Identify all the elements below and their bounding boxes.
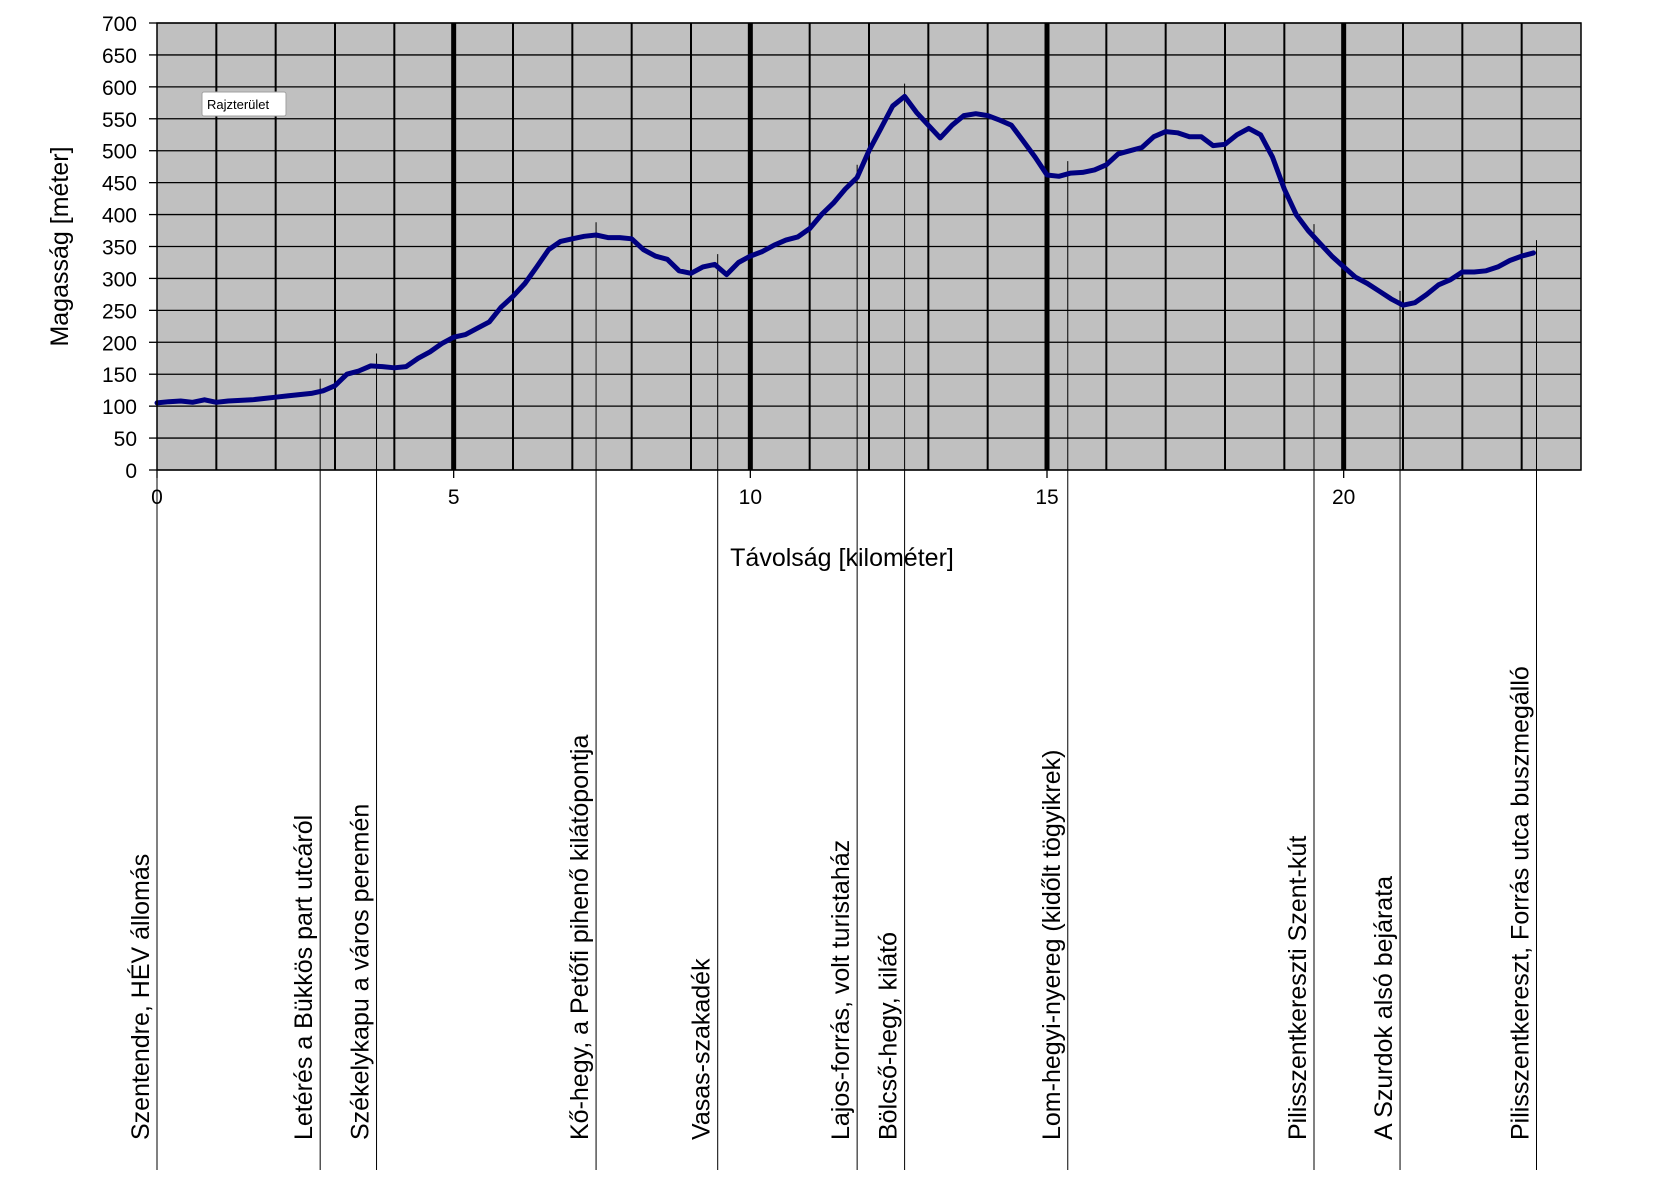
y-tick-label: 550 bbox=[102, 109, 137, 132]
y-tick-label: 150 bbox=[102, 364, 137, 387]
y-tick-label: 50 bbox=[114, 428, 137, 451]
x-tick-label: 15 bbox=[1035, 486, 1058, 509]
y-tick-label: 500 bbox=[102, 141, 137, 164]
plot-border bbox=[156, 22, 1582, 471]
elevation-line bbox=[154, 93, 1536, 406]
y-tick-label: 0 bbox=[125, 460, 137, 483]
y-tick-label: 300 bbox=[102, 268, 137, 291]
y-axis-label: Magasság [méter] bbox=[46, 146, 74, 346]
tooltip-text: Rajzterület bbox=[207, 97, 270, 112]
waypoint-label: Székelykapu a város peremén bbox=[347, 804, 375, 1140]
waypoint-markers bbox=[156, 83, 1537, 1170]
waypoint-label: Szentendre, HÉV állomás bbox=[126, 854, 155, 1140]
y-axis-ticks: 0 50 100 150 200 250 300 350 400 450 500 550 600 650 7… bbox=[102, 13, 157, 483]
y-tick-label: 350 bbox=[102, 237, 137, 260]
waypoint-label: Kő-hegy, a Petőfi pihenő kilátópontja bbox=[566, 735, 594, 1140]
waypoint-label: Pilisszentkereszt, Forrás utca buszmegál… bbox=[1507, 666, 1535, 1140]
y-tick-label: 600 bbox=[102, 77, 137, 100]
waypoint-label: Lajos-forrás, volt turistaház bbox=[827, 840, 855, 1140]
x-tick-label: 20 bbox=[1332, 486, 1355, 509]
y-tick-label: 250 bbox=[102, 300, 137, 323]
y-tick-label: 450 bbox=[102, 173, 137, 196]
waypoint-label: Letérés a Bükkös part utcáról bbox=[290, 815, 318, 1140]
waypoint-label: Pilisszentkereszti Szent-kút bbox=[1284, 836, 1312, 1140]
x-tick-label: 10 bbox=[739, 486, 762, 509]
tooltip-box bbox=[201, 91, 287, 117]
y-tick-label: 650 bbox=[102, 45, 137, 68]
waypoint-label: A Szurdok alsó bejárata bbox=[1370, 876, 1398, 1140]
waypoint-label: Bölcső-hegy, kilátó bbox=[875, 932, 903, 1140]
y-tick-label: 200 bbox=[102, 332, 137, 355]
waypoint-label: Vasas-szakadék bbox=[688, 958, 716, 1140]
x-tick-label: 5 bbox=[448, 486, 460, 509]
waypoint-label: Lom-hegyi-nyereg (kidőlt tögyikrek) bbox=[1038, 750, 1066, 1140]
waypoint-labels: Szentendre, HÉV állomás Letérés a Bükkös … bbox=[126, 666, 1535, 1140]
y-tick-label: 700 bbox=[102, 13, 137, 36]
plot-area-tooltip: Rajzterület bbox=[201, 91, 287, 117]
x-axis-ticks: 0 5 10 15 20 bbox=[151, 470, 1355, 509]
y-tick-label: 400 bbox=[102, 205, 137, 228]
x-axis-label: Távolság [kilométer] bbox=[730, 544, 954, 572]
y-tick-label: 100 bbox=[102, 396, 137, 419]
